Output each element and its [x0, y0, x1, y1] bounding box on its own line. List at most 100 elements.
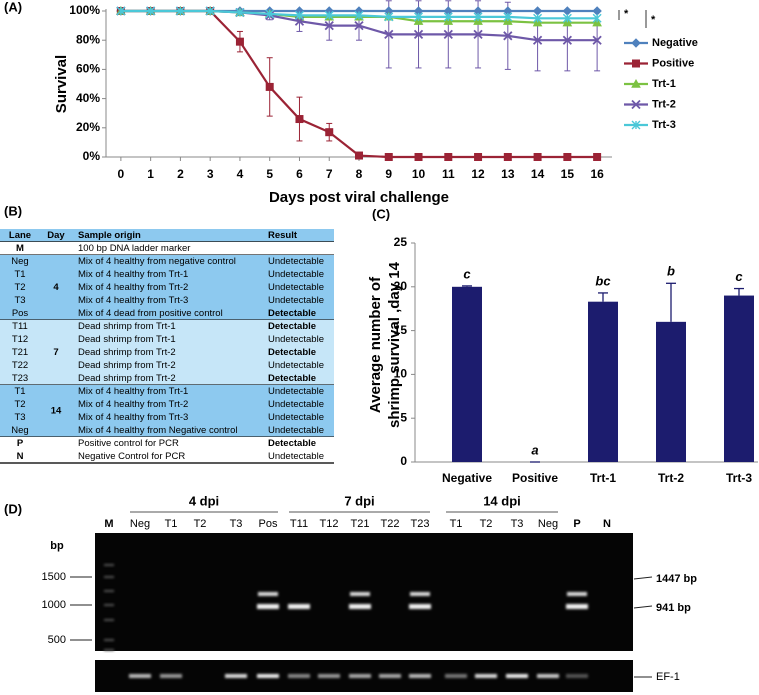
x-tick-label: 16 [590, 167, 604, 181]
y-tick-label: 80% [76, 32, 100, 46]
panel-label: (D) [4, 501, 22, 516]
error-bar [734, 287, 744, 296]
marker [474, 153, 483, 161]
y-tick-label: 0% [83, 149, 101, 163]
significance-letter: b [667, 264, 675, 279]
table-cell: Mix of 4 healthy from Trt-2 [78, 399, 188, 410]
table-group-bg [0, 385, 334, 437]
gel-band [350, 592, 370, 596]
table-cell: Undetectable [268, 295, 324, 306]
table-cell: Dead shrimp from Trt-1 [78, 321, 176, 332]
x-axis-title: Days post viral challenge [269, 189, 449, 206]
table-cell: Undetectable [268, 282, 324, 293]
table-cell: Undetectable [268, 425, 324, 436]
legend-label: Trt-1 [652, 78, 676, 90]
marker [631, 120, 641, 130]
size-marker: 1500 [42, 571, 66, 583]
table-cell: T3 [14, 295, 25, 306]
lane-label: T1 [450, 518, 463, 530]
gel-y-label: bp [50, 540, 64, 552]
marker [354, 10, 364, 20]
lane-label: Neg [538, 518, 558, 530]
marker [294, 10, 304, 20]
table-group-bg [0, 242, 334, 255]
marker [592, 35, 602, 45]
table-cell: 4 [53, 282, 59, 293]
table-cell: Dead shrimp from Trt-2 [78, 360, 176, 371]
ladder-band [104, 590, 114, 592]
table-header-bg [0, 229, 334, 242]
marker [384, 153, 393, 161]
panel-label: (A) [4, 0, 22, 14]
x-tick-label: 10 [412, 167, 426, 181]
gel-band [409, 674, 431, 678]
x-tick-label: 0 [118, 167, 125, 181]
table-cell: Undetectable [268, 451, 324, 462]
y-tick-label: 25 [394, 235, 408, 249]
marker [175, 6, 185, 16]
x-tick-label: Trt-3 [726, 471, 752, 485]
significance-letter: bc [595, 273, 611, 288]
table-cell: Mix of 4 healthy from Trt-1 [78, 269, 188, 280]
lane-label: M [104, 518, 113, 530]
x-tick-label: 14 [531, 167, 545, 181]
ladder-band [104, 604, 114, 606]
gel-band [160, 674, 182, 678]
marker [265, 82, 274, 91]
marker [384, 12, 394, 22]
group-label: 7 dpi [344, 493, 374, 508]
lane-label: T2 [194, 518, 207, 530]
x-tick-label: Trt-1 [590, 471, 616, 485]
x-tick-label: 1 [147, 167, 154, 181]
y-tick-label: 10 [394, 367, 408, 381]
x-tick-label: 15 [561, 167, 575, 181]
table-cell: T1 [14, 269, 25, 280]
x-tick-label: Trt-2 [658, 471, 684, 485]
marker [413, 29, 424, 39]
table-cell: Undetectable [268, 256, 324, 267]
x-tick-label: 13 [501, 167, 515, 181]
marker [116, 6, 126, 16]
gel-band [349, 604, 371, 609]
x-tick-label: 4 [237, 167, 244, 181]
legend-label: Negative [652, 37, 698, 49]
marker [355, 151, 363, 160]
lane-label: T2 [480, 518, 493, 530]
marker [533, 13, 543, 23]
marker [146, 6, 156, 16]
table-cell: Mix of 4 healthy from Trt-3 [78, 412, 188, 423]
marker [354, 20, 364, 31]
table-cell: Detectable [268, 308, 316, 319]
table-cell: Mix of 4 dead from positive control [78, 308, 223, 319]
gel-band [567, 592, 587, 596]
panel-label: (B) [4, 203, 22, 218]
y-axis-title: Average number of [367, 276, 384, 413]
band-pointer [633, 605, 653, 609]
table-cell: Detectable [268, 347, 316, 358]
gel-band [410, 592, 430, 596]
marker [632, 59, 640, 68]
panel-label: (C) [372, 206, 390, 221]
table-cell: Dead shrimp from Trt-1 [78, 334, 176, 345]
marker [563, 153, 572, 161]
marker [631, 38, 641, 48]
table-cell: Undetectable [268, 412, 324, 423]
lane-label: N [603, 518, 611, 530]
table-cell: 7 [53, 347, 58, 358]
marker [562, 35, 572, 45]
table-header: Lane [9, 230, 31, 241]
gel-band [379, 674, 401, 678]
x-tick-label: 8 [356, 167, 363, 181]
table-cell: 14 [51, 406, 62, 417]
table-cell: Detectable [268, 438, 316, 449]
marker [325, 128, 334, 137]
table-cell: Detectable [268, 321, 316, 332]
gel-band [566, 674, 588, 678]
lane-label: T23 [411, 518, 430, 530]
table-header: Sample origin [78, 230, 141, 241]
error-bar [666, 282, 676, 322]
y-tick-label: 40% [76, 91, 100, 105]
x-tick-label: 5 [266, 167, 273, 181]
group-label: 14 dpi [483, 493, 521, 508]
